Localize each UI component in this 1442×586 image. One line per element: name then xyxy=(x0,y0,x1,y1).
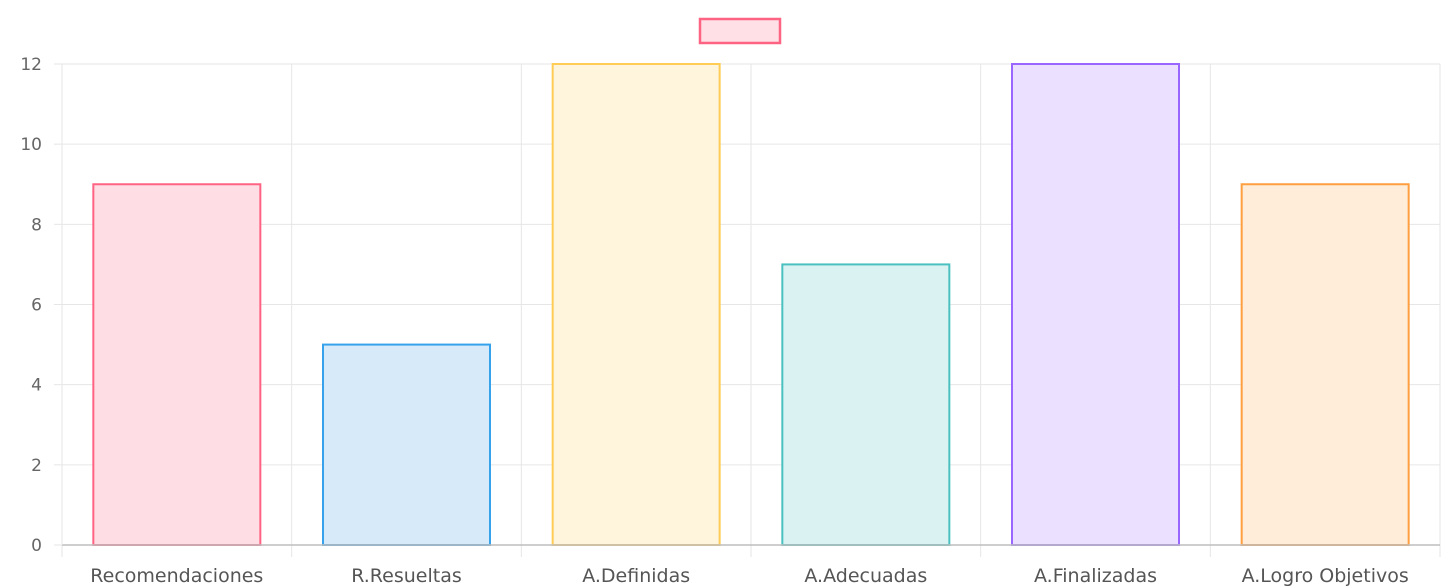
y-tick-label: 4 xyxy=(31,376,42,396)
x-category-label: A.Definidas xyxy=(582,565,690,586)
y-tick-label: 8 xyxy=(31,215,42,235)
bar-2[interactable] xyxy=(322,343,491,547)
y-tick-label: 2 xyxy=(31,456,42,476)
y-tick-label: 6 xyxy=(31,296,42,316)
y-tick-label: 10 xyxy=(20,135,42,155)
legend[interactable] xyxy=(698,17,782,45)
x-category-label: A.Finalizadas xyxy=(1034,565,1157,586)
x-category-label: R.Resueltas xyxy=(351,565,462,586)
bar-3[interactable] xyxy=(551,63,721,546)
legend-swatch[interactable] xyxy=(698,17,782,45)
y-tick-label: 0 xyxy=(31,536,42,556)
category-labels: Recomendaciones R.Resueltas A.Definidas A.A… xyxy=(90,565,1408,586)
x-category-label: A.Adecuadas xyxy=(804,565,927,586)
bar-6[interactable] xyxy=(1240,183,1410,546)
bar-4[interactable] xyxy=(781,263,951,546)
bar-1[interactable] xyxy=(92,183,262,546)
bars xyxy=(92,63,1410,547)
bar-5[interactable] xyxy=(1011,63,1180,546)
y-tick-labels: 0 2 4 6 8 10 12 xyxy=(20,55,42,556)
y-tick-label: 12 xyxy=(20,55,42,75)
x-category-label: Recomendaciones xyxy=(90,565,263,586)
x-category-label: A.Logro Objetivos xyxy=(1242,565,1409,586)
axes xyxy=(61,64,1440,546)
grid-lines xyxy=(54,63,1441,557)
